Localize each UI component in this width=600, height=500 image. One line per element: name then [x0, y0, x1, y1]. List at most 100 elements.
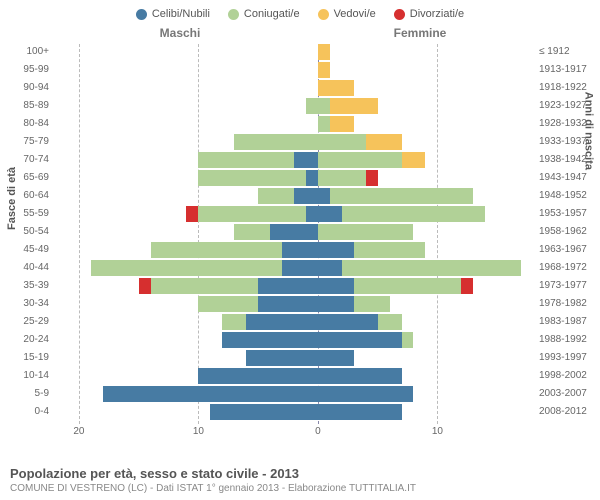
- legend-label: Celibi/Nubili: [152, 8, 210, 20]
- birth-year-label: 1968-1972: [539, 262, 599, 273]
- bar-female: [318, 314, 378, 330]
- age-label: 95-99: [1, 64, 49, 75]
- bar-female: [318, 98, 330, 114]
- birth-year-label: 1963-1967: [539, 244, 599, 255]
- age-row: 60-641948-1952: [55, 188, 533, 205]
- x-tick: 10: [193, 426, 204, 437]
- birth-year-label: 1923-1927: [539, 100, 599, 111]
- age-label: 15-19: [1, 352, 49, 363]
- age-row: 55-591953-1957: [55, 206, 533, 223]
- bar-female: [318, 170, 366, 186]
- birth-year-label: 1973-1977: [539, 280, 599, 291]
- bar-female: [318, 242, 354, 258]
- bar-male: [246, 350, 318, 366]
- bar-male: [210, 404, 318, 420]
- bar-male: [186, 206, 198, 222]
- bar-male: [306, 170, 318, 186]
- bar-female: [366, 170, 378, 186]
- bar-female: [318, 116, 330, 132]
- bar-female: [318, 44, 330, 60]
- age-row: 90-941918-1922: [55, 80, 533, 97]
- age-row: 70-741938-1942: [55, 152, 533, 169]
- birth-year-label: 2008-2012: [539, 406, 599, 417]
- bar-male: [306, 206, 318, 222]
- bar-female: [402, 152, 426, 168]
- age-label: 0-4: [1, 406, 49, 417]
- bar-male: [222, 314, 246, 330]
- x-tick: 10: [432, 426, 443, 437]
- age-row: 5-92003-2007: [55, 386, 533, 403]
- legend-item: Vedovi/e: [318, 8, 376, 20]
- age-row: 20-241988-1992: [55, 332, 533, 349]
- bar-female: [318, 224, 414, 240]
- bar-female: [318, 80, 354, 96]
- bar-male: [258, 188, 294, 204]
- age-row: 75-791933-1937: [55, 134, 533, 151]
- age-row: 40-441968-1972: [55, 260, 533, 277]
- age-label: 65-69: [1, 172, 49, 183]
- bar-female: [330, 188, 473, 204]
- bar-female: [402, 332, 414, 348]
- age-row: 10-141998-2002: [55, 368, 533, 385]
- age-label: 50-54: [1, 226, 49, 237]
- x-tick: 20: [73, 426, 84, 437]
- bar-male: [234, 224, 270, 240]
- bar-male: [258, 278, 318, 294]
- header-female: Femmine: [300, 26, 600, 40]
- age-row: 50-541958-1962: [55, 224, 533, 241]
- bar-male: [198, 296, 258, 312]
- bar-female: [318, 278, 354, 294]
- header-male: Maschi: [0, 26, 300, 40]
- bar-female: [318, 134, 366, 150]
- age-row: 25-291983-1987: [55, 314, 533, 331]
- age-row: 0-42008-2012: [55, 404, 533, 421]
- bar-male: [246, 314, 318, 330]
- bar-female: [378, 314, 402, 330]
- bar-female: [342, 260, 521, 276]
- age-label: 30-34: [1, 298, 49, 309]
- chart-subtitle: COMUNE DI VESTRENO (LC) - Dati ISTAT 1° …: [10, 483, 590, 494]
- age-label: 90-94: [1, 82, 49, 93]
- bar-male: [151, 278, 259, 294]
- bar-male: [198, 152, 294, 168]
- x-tick: 0: [315, 426, 321, 437]
- age-row: 80-841928-1932: [55, 116, 533, 133]
- gender-headers: Maschi Femmine: [0, 20, 600, 40]
- age-label: 100+: [1, 46, 49, 57]
- birth-year-label: 2003-2007: [539, 388, 599, 399]
- age-label: 40-44: [1, 262, 49, 273]
- bar-female: [318, 404, 402, 420]
- age-label: 35-39: [1, 280, 49, 291]
- age-label: 10-14: [1, 370, 49, 381]
- birth-year-label: 1993-1997: [539, 352, 599, 363]
- bar-female: [318, 296, 354, 312]
- age-label: 5-9: [1, 388, 49, 399]
- chart-footer: Popolazione per età, sesso e stato civil…: [10, 466, 590, 494]
- bar-female: [354, 296, 390, 312]
- age-row: 95-991913-1917: [55, 62, 533, 79]
- age-row: 65-691943-1947: [55, 170, 533, 187]
- chart-title: Popolazione per età, sesso e stato civil…: [10, 466, 590, 481]
- legend-label: Coniugati/e: [244, 8, 300, 20]
- age-label: 75-79: [1, 136, 49, 147]
- bar-female: [330, 116, 354, 132]
- bar-male: [151, 242, 282, 258]
- age-label: 60-64: [1, 190, 49, 201]
- bar-female: [330, 98, 378, 114]
- bar-male: [294, 152, 318, 168]
- birth-year-label: 1938-1942: [539, 154, 599, 165]
- legend: Celibi/NubiliConiugati/eVedovi/eDivorzia…: [0, 0, 600, 20]
- age-row: 100+≤ 1912: [55, 44, 533, 61]
- legend-item: Celibi/Nubili: [136, 8, 210, 20]
- bar-male: [282, 260, 318, 276]
- bar-male: [91, 260, 282, 276]
- legend-swatch: [318, 9, 329, 20]
- age-row: 45-491963-1967: [55, 242, 533, 259]
- bar-female: [318, 386, 414, 402]
- age-row: 30-341978-1982: [55, 296, 533, 313]
- bar-male: [234, 134, 318, 150]
- bar-male: [198, 368, 318, 384]
- birth-year-label: 1913-1917: [539, 64, 599, 75]
- bar-female: [461, 278, 473, 294]
- age-row: 35-391973-1977: [55, 278, 533, 295]
